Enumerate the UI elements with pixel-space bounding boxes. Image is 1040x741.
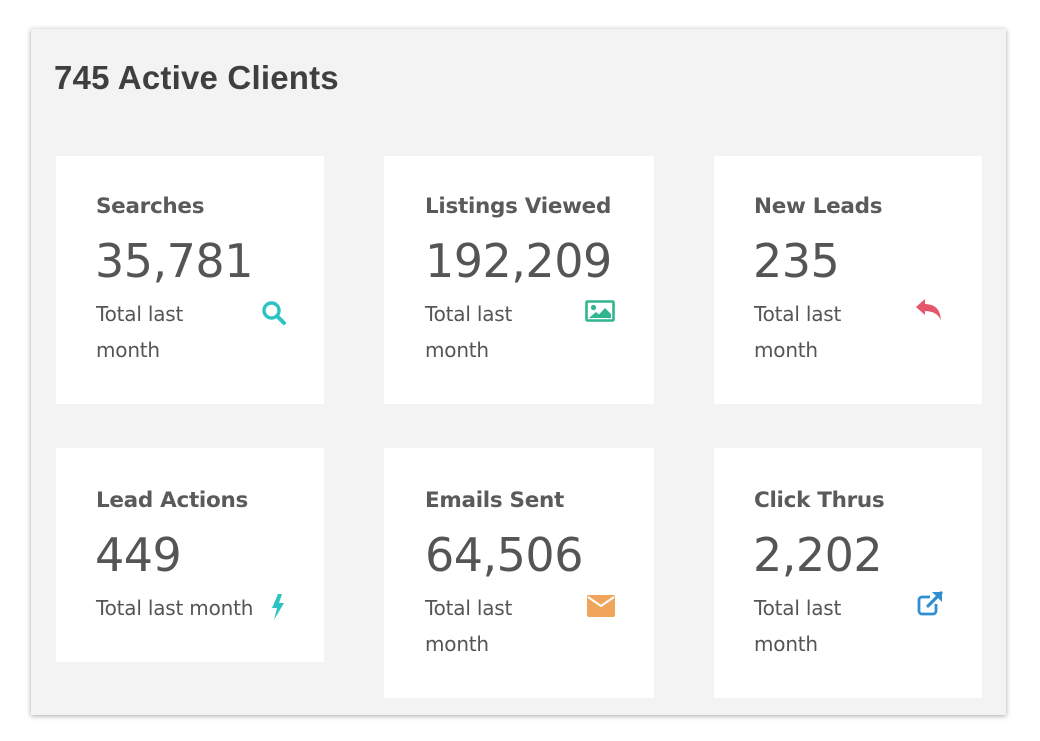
click-thrus-card[interactable]: Click Thrus 2,202 Total last month [714, 448, 982, 698]
card-value: 35,781 [95, 234, 253, 288]
card-value: 449 [95, 528, 182, 582]
card-label: Searches [96, 194, 205, 219]
image-icon [585, 300, 615, 322]
new-leads-card[interactable]: New Leads 235 Total last month [714, 156, 982, 404]
card-label: Lead Actions [96, 488, 248, 513]
card-label: Listings Viewed [425, 194, 612, 219]
card-subtext: Total last month [754, 596, 842, 656]
card-subtext: Total last month [754, 302, 842, 362]
envelope-icon [587, 595, 615, 617]
card-subtext: Total last month [96, 596, 254, 620]
card-value: 192,209 [425, 234, 612, 288]
card-value: 64,506 [425, 528, 583, 582]
card-subtext: Total last month [96, 302, 184, 362]
active-clients-panel: 745 Active Clients Searches 35,781 Total… [31, 29, 1006, 715]
card-subtext: Total last month [425, 596, 513, 656]
lead-actions-card[interactable]: Lead Actions 449 Total last month [56, 448, 324, 662]
reply-icon [915, 298, 943, 324]
emails-sent-card[interactable]: Emails Sent 64,506 Total last month [384, 448, 654, 698]
card-label: Emails Sent [425, 488, 564, 513]
searches-card[interactable]: Searches 35,781 Total last month [56, 156, 324, 404]
card-label: New Leads [754, 194, 883, 219]
card-subtext: Total last month [425, 302, 513, 362]
card-value: 235 [753, 234, 840, 288]
listings-viewed-card[interactable]: Listings Viewed 192,209 Total last month [384, 156, 654, 404]
card-label: Click Thrus [754, 488, 885, 513]
bolt-icon [270, 594, 286, 620]
panel-title: 745 Active Clients [54, 59, 339, 96]
external-link-icon [916, 591, 944, 617]
search-icon [261, 300, 287, 326]
card-value: 2,202 [753, 528, 883, 582]
